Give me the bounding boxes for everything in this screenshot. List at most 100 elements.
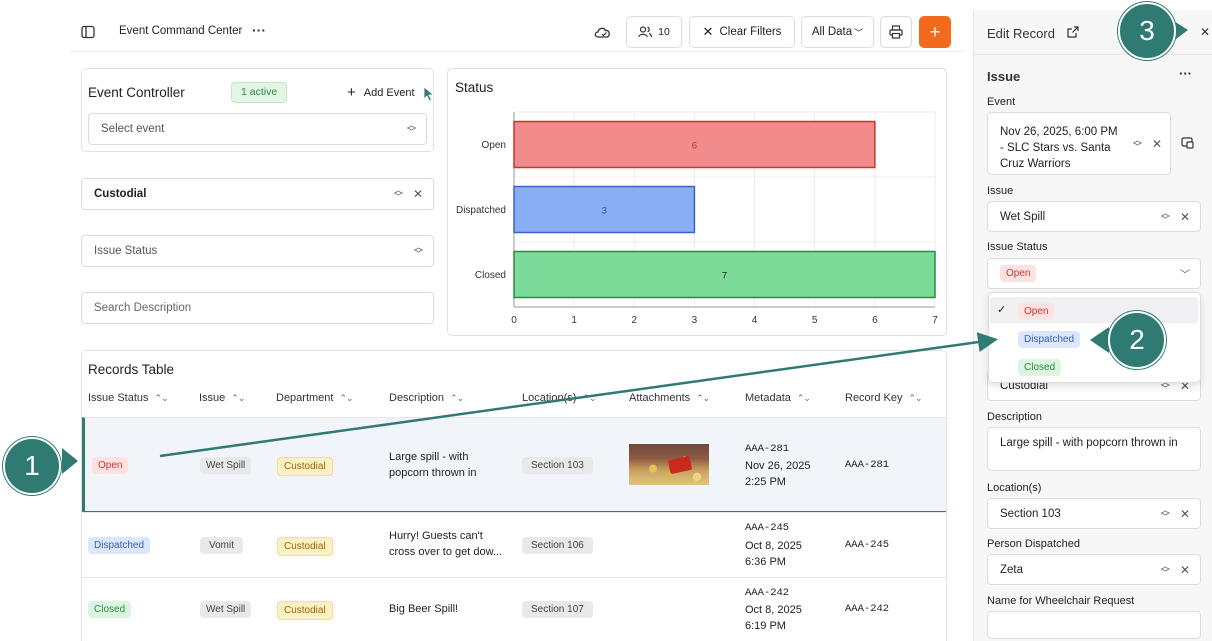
col-label: Metadata	[745, 392, 791, 404]
bar-dispatched	[513, 185, 696, 234]
print-button[interactable]	[880, 16, 912, 48]
col-metadata[interactable]: Metadata ⌃⌄	[745, 392, 811, 404]
metadata-time: 6:19 PM	[745, 620, 786, 632]
callout-badge-1: 1	[3, 437, 61, 495]
edit-record-title: Edit Record	[987, 26, 1055, 41]
col-record-key[interactable]: Record Key ⌃⌄	[845, 392, 923, 404]
issue-value: Wet Spill	[1000, 210, 1046, 223]
col-issue-status[interactable]: Issue Status ⌃⌄	[88, 392, 169, 404]
issue-badge: Wet Spill	[200, 601, 252, 618]
x-tick-label: 6	[872, 315, 878, 326]
mouse-cursor-icon	[423, 86, 435, 105]
status-badge: Dispatched	[88, 537, 151, 554]
sort-icon: ⌃⌄	[154, 392, 169, 403]
dropdown-option-closed[interactable]: Closed	[990, 353, 1198, 379]
external-link-icon[interactable]	[1067, 26, 1079, 41]
dropdown-option-open[interactable]: ✓ Open	[990, 297, 1198, 323]
person-dispatched-field[interactable]: Zeta ︿ ﹀ ✕	[987, 554, 1201, 585]
close-panel-icon[interactable]: ✕	[1200, 25, 1211, 39]
add-record-button[interactable]: +	[919, 16, 951, 48]
y-category-label: Closed	[475, 270, 506, 281]
table-row[interactable]	[82, 577, 946, 641]
dropdown-option-dispatched[interactable]: Dispatched	[990, 325, 1198, 351]
chart-title: Status	[455, 80, 494, 95]
attachment-thumbnail[interactable]	[629, 444, 709, 485]
callout-badge-3: 3	[1118, 2, 1176, 60]
sort-icon: ⌃⌄	[696, 392, 710, 403]
clear-icon[interactable]: ✕	[1179, 562, 1190, 577]
col-department[interactable]: Department ⌃⌄	[276, 392, 354, 404]
metadata-date: Nov 26, 2025	[745, 460, 811, 472]
callout-arrow-line	[159, 332, 998, 458]
y-category-label: Dispatched	[456, 205, 506, 216]
clear-icon[interactable]: ✕	[1179, 506, 1190, 521]
locations-label: Location(s)	[987, 482, 1042, 494]
event-label: Event	[987, 96, 1016, 108]
clear-icon[interactable]: ✕	[1151, 136, 1162, 151]
x-tick-label: 2	[632, 315, 638, 326]
section-more-icon[interactable]: ···	[1179, 66, 1192, 81]
department-badge: Custodial	[277, 601, 333, 620]
bar-value-label: 6	[692, 141, 697, 152]
search-description-input[interactable]: Search Description	[81, 292, 434, 324]
chevron-updown-icon: ︿﹀	[1132, 134, 1142, 152]
table-row[interactable]	[82, 512, 946, 577]
issue-status-select[interactable]: Open ﹀	[987, 258, 1201, 289]
clear-icon[interactable]: ✕	[1179, 378, 1190, 393]
plus-icon: +	[929, 21, 941, 42]
clear-icon[interactable]: ✕	[1179, 209, 1190, 224]
more-options-icon[interactable]: ···	[252, 22, 266, 38]
clear-icon[interactable]: ✕	[412, 187, 423, 201]
x-tick-label: 4	[752, 315, 758, 326]
bar-closed	[513, 250, 936, 299]
col-issue[interactable]: Issue ⌃⌄	[199, 392, 245, 404]
x-tick-label: 3	[692, 315, 698, 326]
select-event-dropdown[interactable]: Select event ︿ ﹀	[88, 113, 427, 145]
sidebar-toggle-icon[interactable]	[80, 24, 96, 40]
plus-icon: +	[347, 84, 356, 101]
add-event-button[interactable]: + Add Event	[347, 84, 415, 101]
department-badge: Custodial	[277, 537, 333, 556]
issue-field[interactable]: Wet Spill ︿ ﹀ ✕	[987, 201, 1201, 232]
data-scope-select[interactable]: All Data ﹀	[801, 16, 874, 48]
wheelchair-request-input[interactable]	[987, 611, 1201, 639]
records-table-title: Records Table	[88, 362, 175, 377]
option-label: Open	[1018, 303, 1055, 320]
sort-icon: ⌃⌄	[582, 393, 596, 404]
users-count: 10	[658, 26, 670, 38]
event-link-icon[interactable]	[1181, 137, 1194, 152]
issue-badge: Wet Spill	[200, 457, 252, 474]
issue-status-filter[interactable]: Issue Status ︿ ﹀	[81, 235, 434, 267]
chevron-updown-icon: ︿﹀	[1160, 504, 1170, 522]
event-field[interactable]: Nov 26, 2025, 6:00 PM - SLC Stars vs. Sa…	[987, 112, 1171, 175]
bar-value-label: 7	[722, 271, 727, 282]
locations-value: Section 103	[1000, 507, 1061, 520]
department-filter[interactable]: Custodial ︿ ﹀ ✕	[81, 178, 434, 210]
chevron-down-icon: ﹀	[1180, 270, 1190, 281]
description-value: Large spill - with popcorn thrown in	[1000, 437, 1178, 449]
chevron-updown-icon: ︿﹀	[393, 185, 403, 202]
bar-open	[513, 120, 876, 169]
person-dispatched-value: Zeta	[1000, 563, 1024, 576]
description-textarea[interactable]: Large spill - with popcorn thrown in	[987, 427, 1201, 471]
status-badge: Open	[92, 457, 129, 474]
sort-icon: ⌃⌄	[908, 392, 922, 403]
active-badge: 1 active	[231, 82, 288, 103]
col-label: Department	[276, 392, 334, 404]
event-value-line: Nov 26, 2025, 6:00 PM	[1000, 125, 1118, 138]
issue-status-placeholder: Issue Status	[94, 245, 158, 257]
users-button[interactable]: 10	[626, 16, 682, 48]
chevron-updown-icon: ︿﹀	[413, 242, 423, 259]
cloud-sync-icon[interactable]	[592, 22, 614, 42]
select-event-placeholder: Select event	[101, 123, 165, 135]
issue-label: Issue	[987, 185, 1014, 197]
col-description[interactable]: Description ⌃⌄	[389, 392, 464, 404]
col-label: Description	[389, 392, 445, 404]
option-label: Dispatched	[1018, 331, 1081, 348]
col-attachments[interactable]: Attachments ⌃⌄	[629, 392, 710, 404]
clear-filters-button[interactable]: ✕ Clear Filters	[689, 16, 795, 48]
metadata-key: AAA-245	[745, 522, 790, 534]
locations-field[interactable]: Section 103 ︿ ﹀ ✕	[987, 498, 1201, 529]
metadata-time: 2:25 PM	[745, 476, 786, 488]
metadata-date: Oct 8, 2025	[745, 604, 802, 616]
